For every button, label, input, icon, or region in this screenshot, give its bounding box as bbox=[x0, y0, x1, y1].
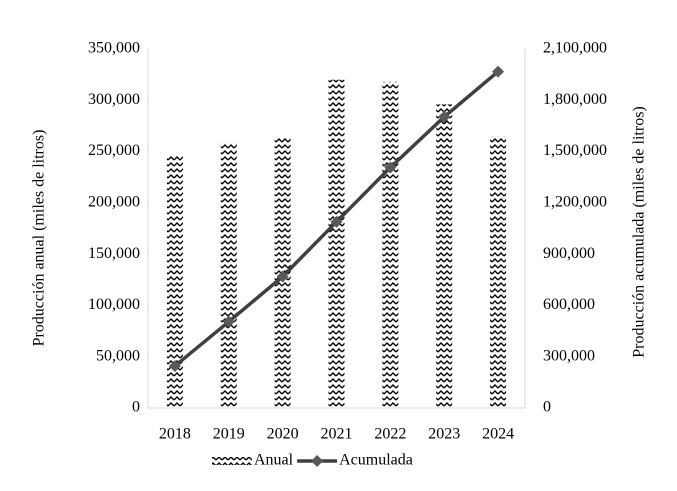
y2-tick-label: 600,000 bbox=[543, 296, 595, 313]
y2-tick-label: 900,000 bbox=[543, 245, 595, 262]
legend-marker bbox=[311, 455, 324, 467]
y-tick-label: 250,000 bbox=[88, 142, 140, 159]
y-tick-label: 350,000 bbox=[88, 40, 140, 57]
y-tick-label: 100,000 bbox=[88, 296, 140, 313]
marker bbox=[492, 65, 505, 78]
x-tick-label: 2019 bbox=[213, 426, 245, 443]
y-tick-label: 150,000 bbox=[88, 245, 140, 262]
x-tick-label: 2022 bbox=[374, 426, 406, 443]
bar bbox=[382, 81, 399, 408]
y2-tick-label: 1,200,000 bbox=[543, 194, 607, 211]
y2-tick-label: 300,000 bbox=[543, 347, 595, 364]
marker bbox=[384, 161, 397, 174]
bar bbox=[436, 104, 453, 408]
y2-tick-label: 1,800,000 bbox=[543, 91, 607, 108]
y-tick-label: 200,000 bbox=[88, 194, 140, 211]
legend-swatch bbox=[212, 457, 252, 465]
x-tick-label: 2024 bbox=[482, 426, 514, 443]
marker bbox=[276, 270, 289, 283]
y2-tick-label: 1,500,000 bbox=[543, 142, 607, 159]
bar bbox=[490, 136, 507, 408]
x-tick-label: 2018 bbox=[159, 426, 191, 443]
legend-label: Anual bbox=[254, 452, 294, 469]
y-tick-label: 0 bbox=[132, 399, 140, 416]
legend-label: Acumulada bbox=[339, 452, 413, 469]
marker bbox=[438, 110, 451, 123]
y2-tick-label: 2,100,000 bbox=[543, 40, 607, 57]
marker bbox=[330, 215, 343, 228]
marker bbox=[168, 359, 181, 372]
y2-tick-label: 0 bbox=[543, 399, 551, 416]
bar bbox=[220, 142, 237, 408]
x-tick-label: 2023 bbox=[428, 426, 460, 443]
y2-axis-title: Producción acumulada (miles de litros) bbox=[631, 106, 648, 357]
bar bbox=[328, 79, 345, 409]
x-tick-label: 2020 bbox=[267, 426, 299, 443]
bar bbox=[166, 155, 183, 408]
marker bbox=[222, 315, 235, 328]
y-tick-label: 50,000 bbox=[96, 347, 140, 364]
x-tick-label: 2021 bbox=[321, 426, 353, 443]
y-tick-label: 300,000 bbox=[88, 91, 140, 108]
y-axis-title: Producción anual (miles de litros) bbox=[31, 130, 48, 347]
